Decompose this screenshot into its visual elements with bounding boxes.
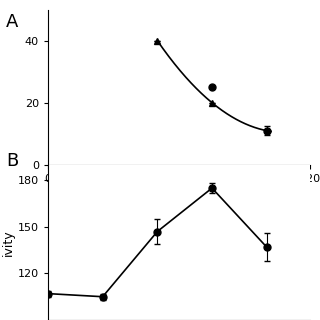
Y-axis label: ivity: ivity bbox=[2, 229, 15, 256]
Text: A: A bbox=[6, 13, 18, 31]
X-axis label: peptide, μM: peptide, μM bbox=[134, 189, 225, 204]
Text: B: B bbox=[6, 152, 18, 170]
